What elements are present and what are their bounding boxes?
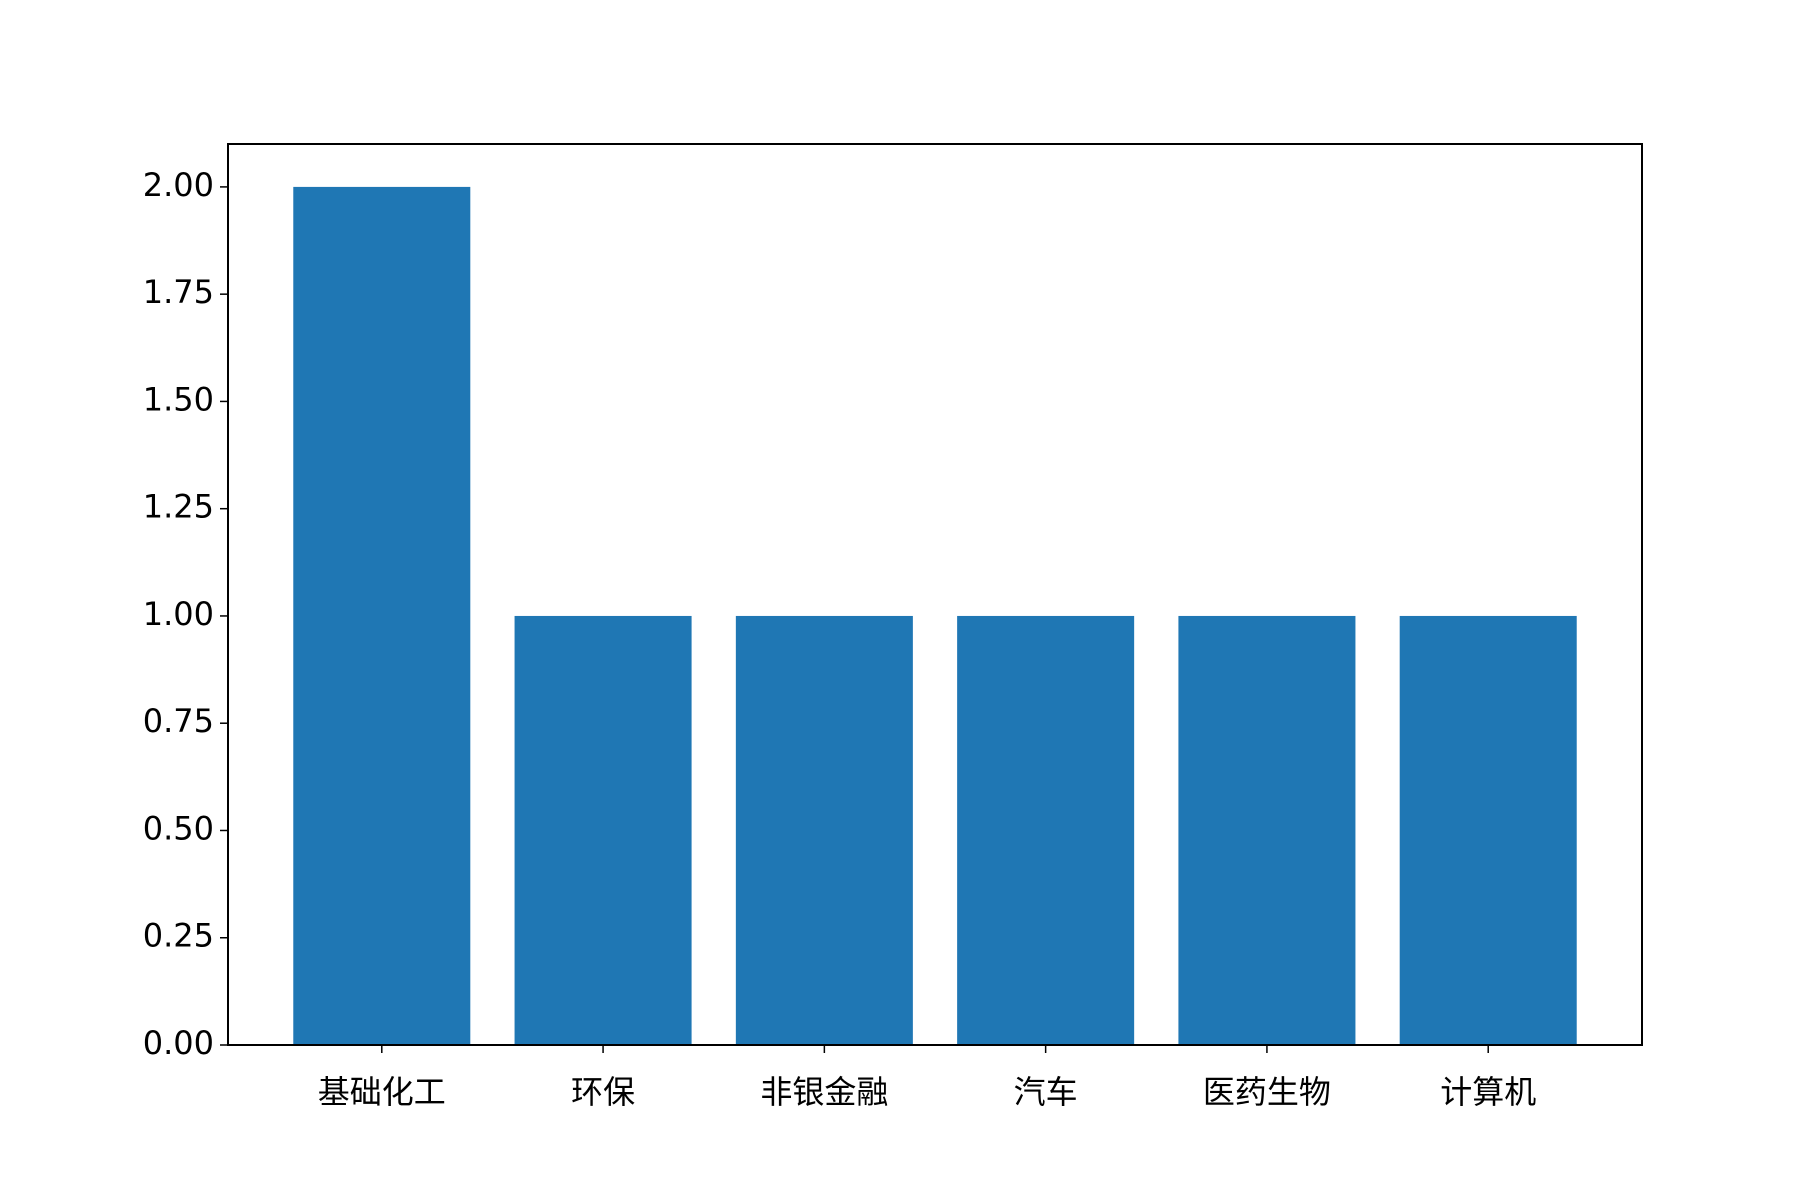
bar [1178,615,1356,1045]
y-tick-label: 0.50 [143,809,214,847]
y-tick-label: 0.00 [143,1024,214,1062]
x-tick-label: 计算机 [1440,1073,1536,1111]
bar [735,615,913,1045]
y-tick-label: 1.75 [143,273,214,311]
x-tick-label: 医药生物 [1203,1073,1331,1111]
x-tick-label: 汽车 [1014,1073,1078,1111]
y-tick-label: 0.25 [143,917,214,955]
y-tick-label: 0.75 [143,702,214,740]
y-tick-label: 1.25 [143,488,214,526]
bar [1399,615,1577,1045]
x-tick-label: 基础化工 [318,1073,446,1111]
y-tick-label: 1.00 [143,595,214,633]
y-tick-label: 2.00 [143,166,214,204]
bar [957,615,1135,1045]
y-tick-label: 1.50 [143,380,214,418]
bar [514,615,692,1045]
bar [293,186,471,1045]
x-tick-label: 非银金融 [760,1073,888,1111]
plot-frame [227,143,1643,1046]
x-tick-label: 环保 [571,1073,635,1111]
